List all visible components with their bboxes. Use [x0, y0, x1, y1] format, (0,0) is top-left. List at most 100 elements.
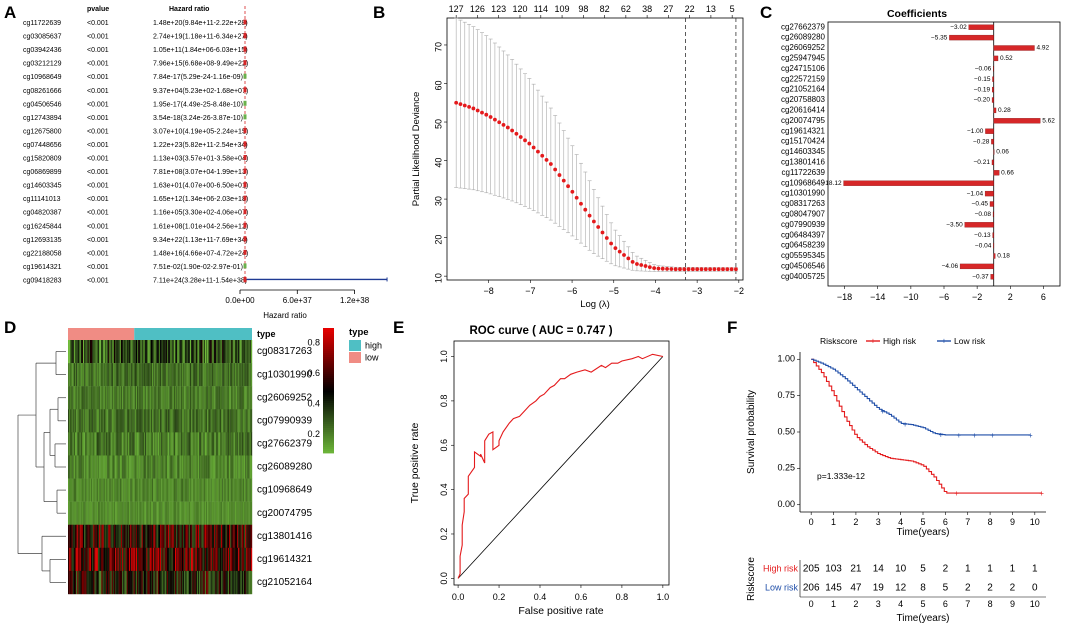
heatmap-cell: [171, 501, 173, 525]
heatmap-cell: [246, 386, 248, 410]
panel-label-f: F: [727, 318, 737, 337]
heatmap-cell: [194, 478, 196, 502]
heatmap-cell: [123, 547, 125, 572]
heatmap-cell: [218, 432, 220, 456]
heatmap-cell: [146, 524, 148, 549]
heatmap-cell: [180, 478, 183, 502]
heatmap-cell: [151, 455, 154, 479]
heatmap-cell: [111, 570, 114, 595]
heatmap-cell: [137, 432, 139, 456]
heatmap-cell: [111, 501, 114, 525]
heatmap-cell: [69, 432, 71, 456]
heatmap-cell: [149, 478, 151, 502]
heatmap-cell: [195, 570, 197, 595]
heatmap-cell: [191, 524, 193, 549]
heatmap-cell: [112, 524, 115, 549]
heatmap-cell: [206, 501, 208, 525]
coef-bar: [991, 159, 994, 166]
heatmap-cell: [217, 547, 219, 572]
heatmap-cell: [192, 455, 194, 479]
heatmap-cell: [86, 363, 88, 387]
heatmap-cell: [81, 547, 84, 572]
heatmap-cell: [179, 501, 181, 525]
heatmap-cell: [239, 547, 241, 572]
heatmap-cell: [248, 524, 250, 549]
heatmap-cell: [109, 524, 111, 549]
heatmap-cell: [216, 570, 218, 595]
heatmap-row-label: cg26089280: [257, 462, 312, 473]
heatmap-cell: [124, 409, 126, 433]
heatmap-cell: [68, 432, 70, 456]
heatmap-cell: [149, 409, 151, 433]
heatmap-cell: [133, 340, 135, 364]
gene-label: cg09418283: [23, 277, 62, 284]
category-label: cg13801416: [781, 158, 826, 167]
coef-bar: [992, 76, 994, 82]
coef-bar: [993, 55, 999, 62]
heatmap-cell: [164, 432, 166, 456]
heatmap-cell: [99, 547, 101, 572]
heatmap-cell: [117, 363, 119, 387]
heatmap-cell: [246, 409, 248, 433]
heatmap-cell: [199, 386, 201, 410]
heatmap-cell: [133, 478, 135, 502]
heatmap-cell: [120, 547, 123, 572]
heatmap-cell: [155, 340, 157, 364]
risk-row-label: Low risk: [765, 582, 799, 592]
heatmap-cell: [207, 501, 209, 525]
heatmap-cell: [170, 386, 172, 410]
heatmap-cell: [170, 409, 172, 433]
heatmap-cell: [203, 570, 206, 595]
heatmap-cell: [108, 409, 110, 433]
heatmap-cell: [81, 478, 84, 502]
heatmap-cell: [154, 524, 156, 549]
heatmap-cell: [148, 501, 150, 525]
heatmap-cell: [161, 340, 163, 364]
heatmap-cell: [141, 386, 143, 410]
coef-value-label: −0.19: [974, 86, 991, 93]
heatmap-cell: [194, 524, 196, 549]
heatmap-cell: [125, 386, 127, 410]
heatmap-cell: [101, 386, 103, 410]
heatmap-cell: [151, 478, 154, 502]
heatmap-cell: [174, 570, 177, 595]
heatmap-cell: [73, 340, 76, 364]
heatmap-cell: [181, 478, 184, 502]
heatmap-cell: [74, 501, 77, 525]
heatmap-cell: [163, 363, 165, 387]
heatmap-cell: [145, 570, 147, 595]
heatmap-cell: [239, 570, 241, 595]
heatmap-cell: [112, 409, 115, 433]
heatmap-cell: [124, 501, 126, 525]
heatmap-cell: [207, 409, 209, 433]
chart-title: ROC curve ( AUC = 0.747 ): [469, 325, 612, 337]
heatmap-cell: [241, 455, 243, 479]
risk-count: 206: [803, 583, 820, 594]
colorbar-step: [323, 388, 334, 391]
heatmap-cell: [225, 570, 227, 595]
heatmap-cell: [225, 340, 227, 364]
heatmap-cell: [197, 478, 200, 502]
heatmap-cell: [157, 547, 160, 572]
heatmap-cell: [170, 501, 172, 525]
heatmap-cell: [250, 409, 253, 433]
heatmap-cell: [92, 501, 94, 525]
heatmap-cell: [250, 570, 253, 595]
heatmap-cell: [108, 386, 110, 410]
heatmap-cell: [197, 340, 200, 364]
heatmap-cell: [191, 409, 193, 433]
colorbar-step: [323, 373, 334, 377]
heatmap-cell: [85, 340, 87, 364]
heatmap-cell: [111, 409, 114, 433]
heatmap-cell: [174, 386, 177, 410]
pvalue-cell: <0.001: [87, 156, 109, 163]
gene-label: cg12675800: [23, 128, 62, 135]
heatmap-cell: [223, 547, 225, 572]
heatmap-cell: [148, 478, 150, 502]
heatmap-cell: [79, 501, 81, 525]
heatmap-cell: [250, 524, 253, 549]
risk-row-label: High risk: [763, 563, 799, 573]
deviance-point: [613, 246, 618, 251]
heatmap-cell: [148, 386, 150, 410]
deviance-point: [454, 100, 459, 105]
